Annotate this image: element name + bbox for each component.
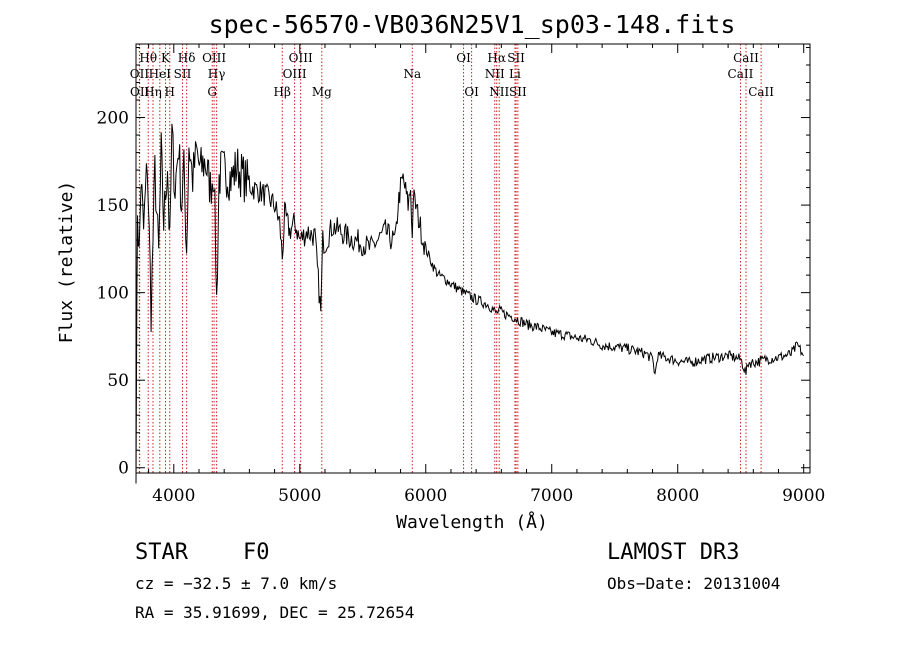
line-label-10: Hγ	[208, 67, 226, 81]
line-label-17: OI	[456, 51, 471, 65]
line-label-22: SII	[507, 51, 525, 65]
line-label-12: Hβ	[274, 85, 291, 99]
line-label-1: OII	[130, 67, 150, 81]
survey-name: LAMOST DR3	[607, 540, 740, 565]
redshift-readout: cz = −32.5 ± 7.0 km/s	[135, 574, 338, 593]
x-tick-label-5000: 5000	[278, 486, 321, 506]
line-label-18: OI	[464, 85, 479, 99]
y-tick-label-150: 150	[97, 196, 129, 216]
line-label-14: OIII	[283, 67, 307, 81]
line-label-19: Hα	[487, 51, 506, 65]
line-label-21: NII	[489, 85, 509, 99]
line-label-24: SII	[509, 85, 527, 99]
x-tick-label-8000: 8000	[656, 486, 699, 506]
object-subclass: F0	[243, 540, 270, 565]
line-label-5: K	[161, 51, 171, 65]
plot-frame	[135, 43, 811, 474]
obs-date: Obs−Date: 20131004	[607, 574, 781, 593]
coordinates: RA = 35.91699, DEC = 25.72654	[135, 603, 415, 622]
object-class: STAR	[135, 540, 188, 565]
x-axis-ticks: 4000 5000 6000 7000 8000 9000	[148, 44, 825, 506]
line-label-3: Hη	[144, 85, 162, 99]
y-tick-label-100: 100	[97, 284, 129, 304]
y-axis-ticks: 0 50 100 150 200	[97, 47, 810, 479]
y-tick-label-0: 0	[118, 459, 129, 479]
line-label-9: OIII	[202, 51, 226, 65]
line-label-0: Hθ	[139, 51, 157, 65]
chart-title: spec-56570-VB036N25V1_sp03-148.fits	[209, 10, 736, 39]
line-label-11: G	[207, 85, 217, 99]
line-label-8: Hδ	[178, 51, 196, 65]
y-tick-label-50: 50	[107, 371, 129, 391]
line-label-15: Mg	[312, 85, 332, 99]
spectral-line-markers	[138, 44, 762, 473]
y-tick-label-200: 200	[97, 109, 129, 129]
line-label-25: CaII	[733, 51, 759, 65]
line-label-2: OII	[130, 85, 150, 99]
x-tick-label-6000: 6000	[404, 486, 447, 506]
x-tick-label-4000: 4000	[152, 486, 195, 506]
line-label-26: CaII	[728, 67, 754, 81]
line-label-13: OIII	[289, 51, 313, 65]
x-axis-label: Wavelength (Å)	[396, 511, 548, 533]
line-label-16: Na	[403, 67, 421, 81]
x-tick-label-7000: 7000	[530, 486, 573, 506]
line-label-20: NII	[485, 67, 505, 81]
x-tick-label-9000: 9000	[782, 486, 825, 506]
line-label-6: H	[165, 85, 175, 99]
spectrum-line	[135, 123, 805, 484]
line-label-23: Li	[509, 67, 521, 81]
line-label-27: CaII	[748, 85, 774, 99]
y-axis-label: Flux (relative)	[56, 181, 77, 344]
spectrum-chart: spec-56570-VB036N25V1_sp03-148.fits Hθ OI…	[56, 10, 825, 533]
line-label-7: SII	[174, 67, 192, 81]
line-label-4: HeI	[149, 67, 172, 81]
